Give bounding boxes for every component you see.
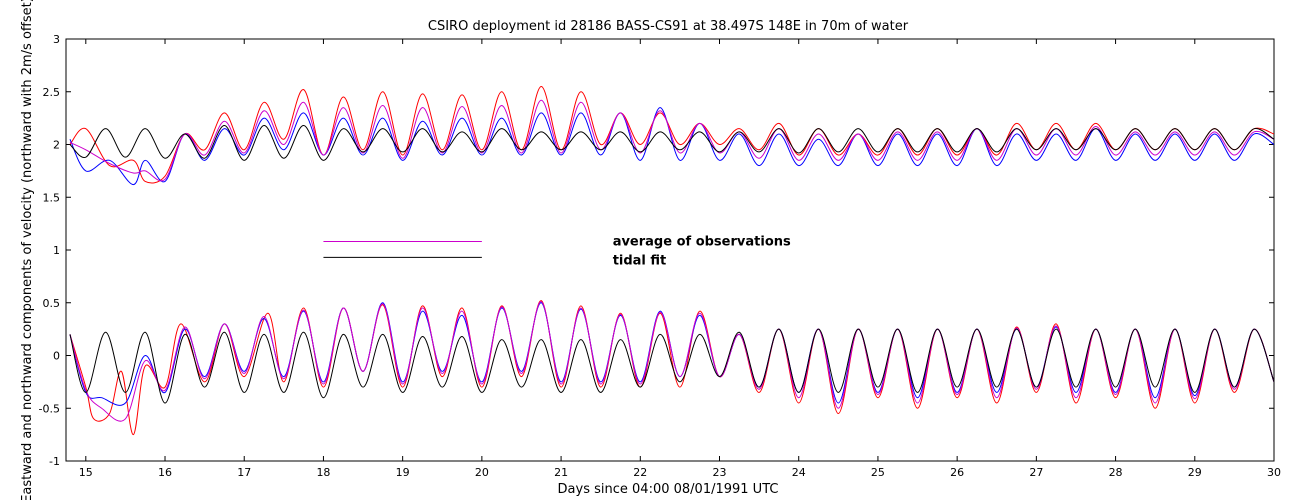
y-tick-label: 2.5 [43,86,61,99]
x-tick-label: 21 [554,466,568,479]
chart-title: CSIRO deployment id 28186 BASS-CS91 at 3… [428,19,909,34]
plot-area [65,38,1275,462]
y-tick-label: 0 [53,350,60,363]
x-tick-label: 16 [158,466,172,479]
x-tick-label: 15 [79,466,93,479]
x-tick-label: 23 [713,466,727,479]
y-tick-label: 1.5 [43,191,61,204]
x-axis-label: Days since 04:00 08/01/1991 UTC [558,482,779,497]
y-tick-label: -1 [49,455,60,468]
x-tick-label: 26 [950,466,964,479]
x-tick-label: 30 [1267,466,1281,479]
y-tick-label: 3 [53,33,60,46]
legend-label-tidal-fit: tidal fit [613,253,667,268]
y-axis-label: Eastward and northward components of vel… [20,0,35,500]
x-tick-label: 28 [1109,466,1123,479]
x-tick-label: 17 [237,466,251,479]
axis-ticks: 15 16 17 18 19 20 21 22 23 24 25 26 27 28 29 30-1-0.500… [39,33,1281,479]
x-tick-label: 24 [792,466,806,479]
series-line-3 [69,328,1274,404]
legend: average of observations tidal fit [323,235,791,268]
x-tick-label: 22 [633,466,647,479]
series-line-6 [69,99,1274,182]
legend-label-average: average of observations [613,235,791,250]
y-tick-label: 0.5 [43,297,61,310]
y-tick-label: 2 [53,139,60,152]
x-tick-label: 20 [475,466,489,479]
y-tick-label: -0.5 [39,402,60,415]
x-tick-label: 19 [396,466,410,479]
series-line-2 [69,301,1274,422]
series-line-7 [69,125,1274,161]
series-layer [69,85,1274,436]
y-tick-label: 1 [53,244,60,257]
x-tick-label: 27 [1029,466,1043,479]
x-tick-label: 18 [316,466,330,479]
x-tick-label: 29 [1188,466,1202,479]
x-tick-label: 25 [871,466,885,479]
